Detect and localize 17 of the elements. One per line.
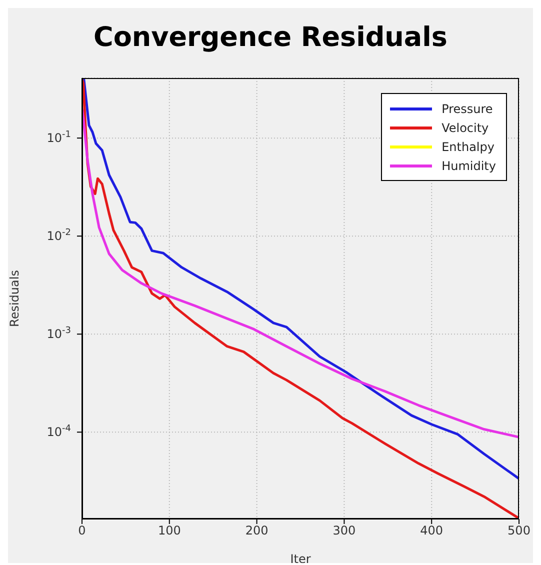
x-tick-label: 500 [508,524,530,538]
y-axis-title: Residuals [7,270,22,327]
x-tick-label: 200 [245,524,268,538]
x-tick-label: 400 [420,524,444,538]
x-tick-label: 100 [158,524,181,538]
legend-label: Enthalpy [442,140,494,154]
legend-label: Pressure [442,102,493,116]
x-tick-label: 0 [78,524,86,538]
y-tick-label: 10$^{-4}$ [46,424,72,440]
x-axis-title: Iter [290,552,311,565]
chart-title: Convergence Residuals [92,22,448,53]
y-tick-label: 10$^{-2}$ [46,228,71,244]
y-tick-label: 10$^{-3}$ [46,326,71,342]
y-tick-label: 10$^{-1}$ [46,130,71,146]
legend-label: Humidity [442,158,496,172]
legend-label: Velocity [442,120,489,134]
x-tick-label: 300 [332,524,356,538]
